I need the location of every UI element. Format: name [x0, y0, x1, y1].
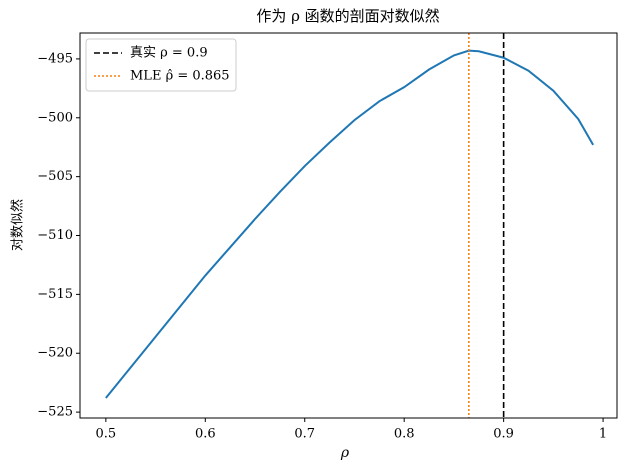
y-tick-label: −515	[37, 287, 73, 302]
plot-frame	[79, 32, 618, 419]
legend-label: MLE ρ̂ = 0.865	[130, 69, 230, 84]
x-tick-label: 0.9	[493, 427, 514, 442]
x-tick-label: 1	[599, 427, 607, 442]
y-tick-label: −525	[37, 405, 73, 420]
y-axis-label: 对数似然	[10, 199, 26, 251]
x-tick-label: 0.7	[294, 427, 315, 442]
x-tick-label: 0.8	[394, 427, 415, 442]
y-tick-label: −520	[37, 346, 73, 361]
y-tick-label: −505	[37, 169, 73, 184]
legend-label: 真实 ρ = 0.9	[130, 46, 208, 61]
x-tick-label: 0.5	[96, 427, 117, 442]
y-tick-label: −495	[37, 51, 73, 66]
chart-title: 作为 ρ 函数的剖面对数似然	[256, 7, 439, 25]
y-tick-label: −500	[37, 110, 73, 125]
line-series	[105, 49, 594, 399]
x-tick-label: 0.6	[195, 427, 216, 442]
legend-box	[85, 38, 237, 92]
y-tick-label: −510	[37, 228, 73, 243]
x-axis-label: ρ	[340, 445, 350, 461]
